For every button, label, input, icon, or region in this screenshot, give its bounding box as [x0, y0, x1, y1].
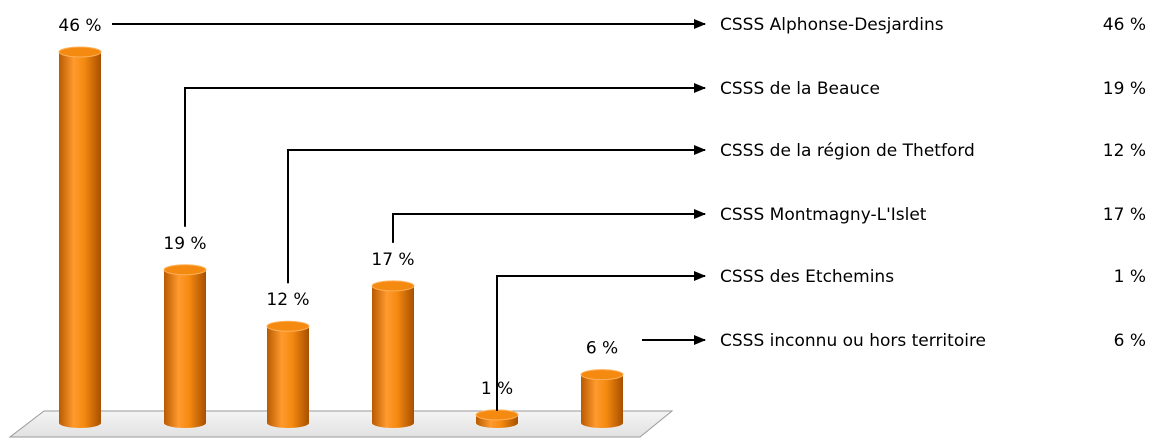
data-label-3: 12 %: [266, 290, 309, 310]
data-label-2: 19 %: [163, 234, 206, 254]
legend-value-2: 19 %: [1103, 79, 1146, 99]
legend-label-1: CSSS Alphonse-Desjardins: [720, 15, 944, 35]
legend-label-6: CSSS inconnu ou hors territoire: [720, 331, 986, 351]
legend-value-5: 1 %: [1114, 267, 1146, 287]
data-label-5: 1 %: [481, 379, 513, 399]
bar-4: [371, 280, 415, 428]
bar-3: [266, 320, 310, 428]
data-label-6: 6 %: [586, 339, 618, 359]
bar-6: [580, 369, 624, 428]
connector-arrow-4: [392, 209, 706, 243]
legend-label-3: CSSS de la région de Thetford: [720, 141, 975, 161]
data-label-1: 46 %: [58, 16, 101, 36]
legend-value-3: 12 %: [1103, 141, 1146, 161]
chart-floor: [8, 410, 674, 438]
legend-label-5: CSSS des Etchemins: [720, 267, 894, 287]
connector-arrow-2: [184, 83, 706, 227]
legend-value-6: 6 %: [1114, 331, 1146, 351]
bar-2: [163, 264, 207, 428]
legend-label-4: CSSS Montmagny-L'Islet: [720, 205, 927, 225]
legend-value-4: 17 %: [1103, 205, 1146, 225]
data-label-4: 17 %: [371, 250, 414, 270]
bar-1: [58, 46, 102, 428]
legend-value-1: 46 %: [1103, 15, 1146, 35]
connector-arrow-5: [496, 271, 706, 411]
connector-arrow-3: [287, 145, 706, 284]
legend-label-2: CSSS de la Beauce: [720, 79, 880, 99]
bar-5: [475, 409, 519, 428]
